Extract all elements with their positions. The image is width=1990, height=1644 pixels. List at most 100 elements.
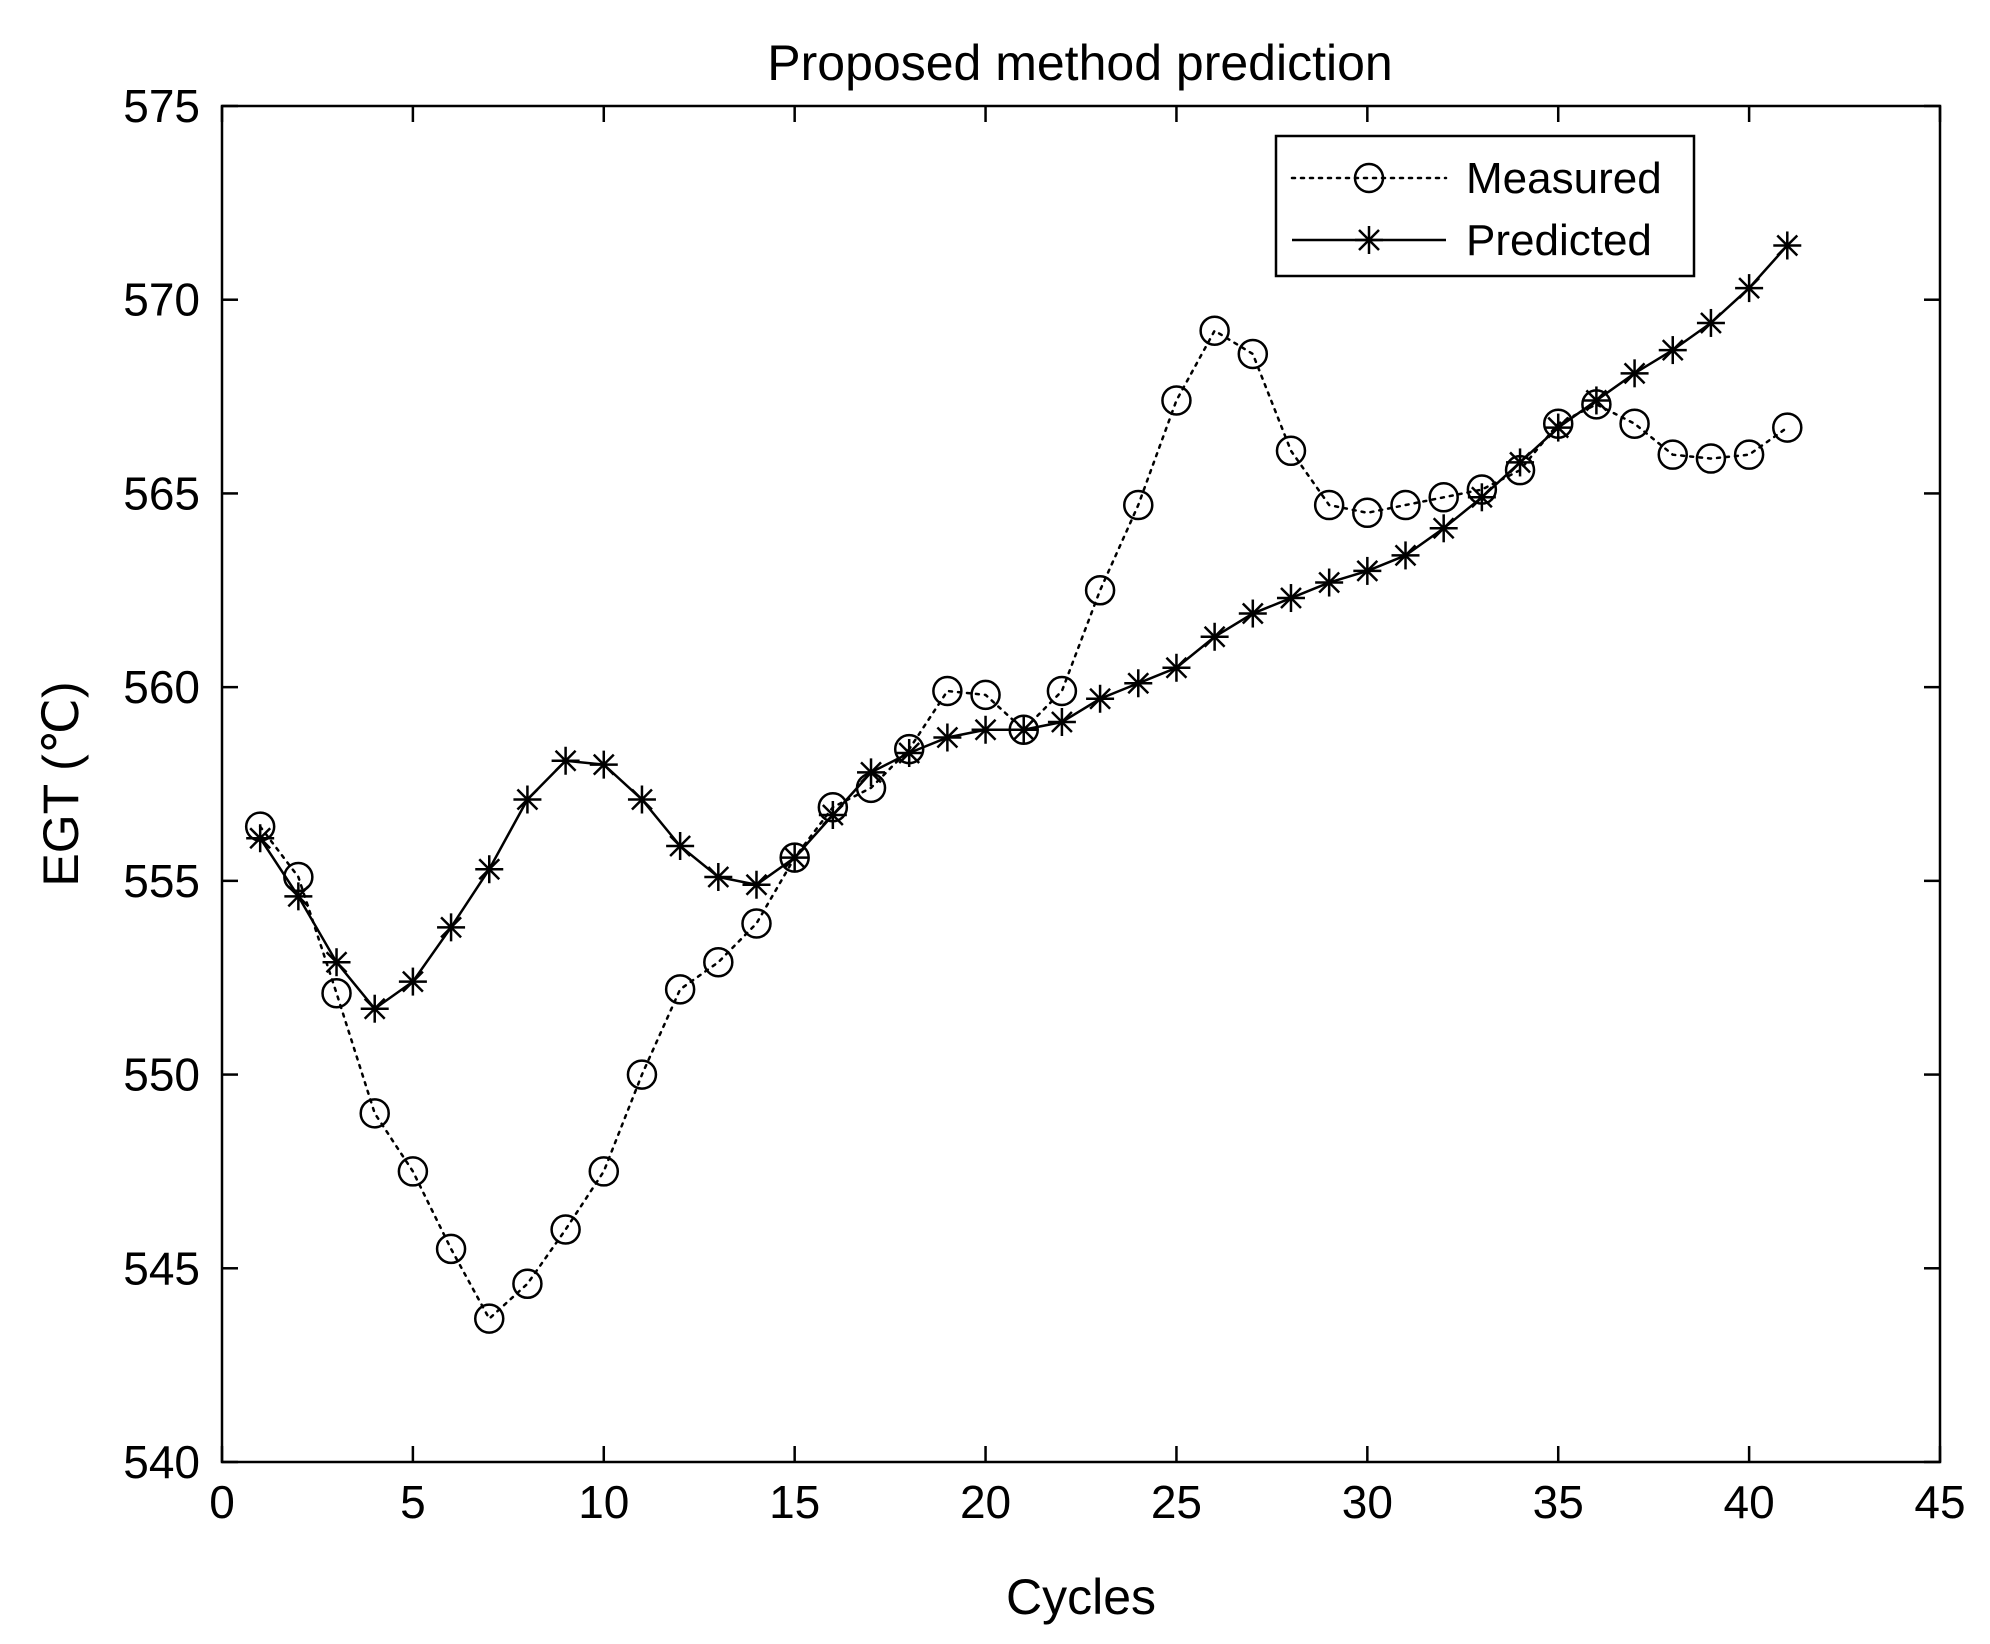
data-point-measured [1657, 439, 1689, 470]
plot-area [220, 104, 1942, 1464]
data-point-measured [1123, 489, 1154, 521]
data-point-predicted [1162, 653, 1191, 682]
data-point-measured [1313, 489, 1345, 521]
data-point-predicted [475, 855, 504, 884]
data-point-measured [1352, 497, 1383, 529]
data-point-measured [1046, 675, 1078, 707]
data-point-measured [664, 974, 696, 1005]
data-point-measured [741, 908, 772, 939]
data-point-predicted [818, 800, 847, 829]
data-point-measured [512, 1268, 543, 1300]
data-point-measured [588, 1156, 620, 1187]
data-point-measured [1390, 489, 1421, 521]
data-point-measured [1199, 315, 1230, 346]
y-tick-label: 565 [123, 467, 200, 519]
data-point-measured [473, 1303, 505, 1334]
data-point-predicted [1773, 231, 1802, 260]
y-axis-ticks: 540 545 550 555 560 565 570 575 [123, 80, 1940, 1488]
legend-marker-predicted [1355, 226, 1383, 254]
data-point-measured [1695, 443, 1727, 474]
x-tick-label: 45 [1914, 1476, 1965, 1528]
y-tick-label: 575 [123, 80, 200, 132]
series-layer [244, 231, 1803, 1334]
data-point-measured [1084, 575, 1116, 606]
axes-box [220, 104, 1942, 1464]
chart-title: Proposed method prediction [767, 35, 1392, 91]
legend-label-predicted: Predicted [1466, 216, 1652, 265]
data-point-predicted [398, 967, 427, 996]
x-axis-label: Cycles [1006, 1569, 1156, 1625]
x-tick-label: 30 [1342, 1476, 1393, 1528]
data-point-measured [703, 946, 734, 978]
data-point-predicted [704, 862, 733, 891]
data-point-measured [550, 1214, 581, 1245]
data-point-predicted [1391, 541, 1420, 570]
data-point-predicted [246, 824, 275, 853]
data-point-predicted [1315, 568, 1344, 597]
data-point-predicted [1620, 359, 1649, 388]
x-tick-label: 25 [1151, 1476, 1202, 1528]
data-point-predicted [1582, 386, 1611, 415]
data-point-measured [397, 1156, 429, 1187]
data-point-predicted [780, 843, 809, 872]
data-point-predicted [1124, 669, 1153, 698]
data-point-predicted [857, 758, 886, 787]
data-point-predicted [666, 831, 695, 860]
x-tick-label: 40 [1724, 1476, 1775, 1528]
data-point-predicted [437, 913, 466, 942]
x-tick-label: 10 [578, 1476, 629, 1528]
data-point-predicted [933, 723, 962, 752]
data-point-predicted [1735, 274, 1764, 303]
data-point-predicted [1276, 584, 1305, 613]
y-tick-label: 570 [123, 274, 200, 326]
y-tick-label: 545 [123, 1242, 200, 1294]
data-point-predicted [971, 715, 1000, 744]
x-tick-label: 35 [1533, 1476, 1584, 1528]
y-tick-label: 540 [123, 1436, 200, 1488]
legend: Measured Predicted [1274, 134, 1696, 278]
data-point-measured [1161, 385, 1192, 416]
data-point-measured [359, 1098, 390, 1129]
data-point-measured [1733, 439, 1765, 470]
y-axis-label: EGT (℃) [33, 681, 89, 886]
data-point-predicted [1047, 708, 1076, 737]
x-tick-label: 15 [769, 1476, 820, 1528]
data-point-predicted [1506, 448, 1535, 477]
y-tick-label: 550 [123, 1049, 200, 1101]
data-point-predicted [1009, 715, 1038, 744]
data-point-predicted [1238, 599, 1267, 628]
legend-box [1274, 134, 1696, 278]
x-tick-label: 20 [960, 1476, 1011, 1528]
data-point-predicted [742, 870, 771, 899]
data-point-predicted [1467, 483, 1496, 512]
data-point-predicted [1658, 336, 1687, 365]
x-axis-ticks: 0 5 10 15 20 25 30 35 40 45 [209, 106, 1966, 1528]
data-point-measured [626, 1059, 658, 1090]
data-point-measured [1772, 412, 1803, 443]
data-point-predicted [1696, 308, 1725, 337]
legend-entries: Measured Predicted [1290, 154, 1662, 265]
data-point-measured [1428, 482, 1459, 513]
data-point-predicted [1544, 413, 1573, 442]
data-point-predicted [322, 948, 351, 977]
data-point-measured [1275, 435, 1307, 467]
data-point-predicted [360, 994, 389, 1023]
data-point-predicted [627, 785, 656, 814]
data-point-predicted [513, 785, 542, 814]
y-tick-label: 555 [123, 855, 200, 907]
data-point-predicted [1429, 514, 1458, 543]
data-point-predicted [1353, 556, 1382, 585]
data-point-measured [970, 679, 1001, 711]
data-point-predicted [1086, 684, 1115, 713]
data-point-measured [1237, 338, 1269, 370]
x-tick-label: 5 [400, 1476, 426, 1528]
x-tick-label: 0 [209, 1476, 235, 1528]
y-tick-label: 560 [123, 661, 200, 713]
legend-label-measured: Measured [1466, 154, 1662, 203]
legend-marker-measured [1353, 162, 1385, 194]
series-predicted [246, 231, 1802, 1023]
data-point-measured [1619, 408, 1650, 439]
data-point-predicted [895, 739, 924, 768]
